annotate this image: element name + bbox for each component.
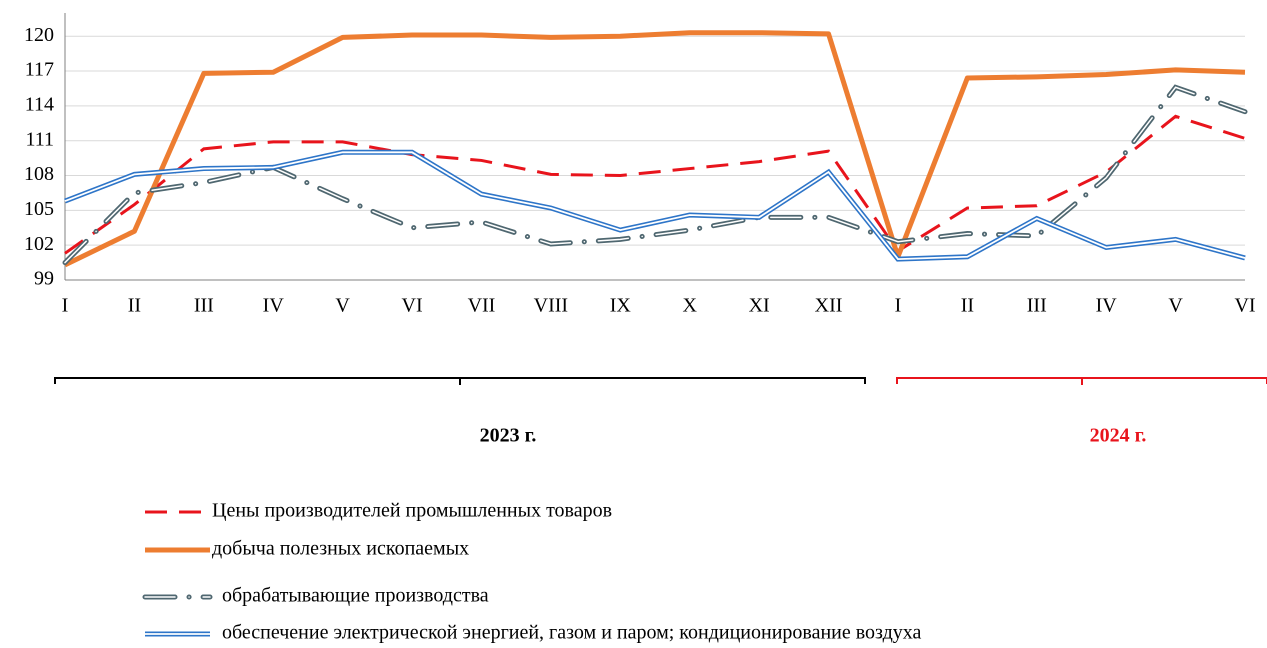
x-tick-label: VIII: [534, 295, 568, 317]
x-tick-label: X: [682, 295, 697, 317]
x-tick-label: I: [895, 295, 902, 317]
legend-label: добыча полезных ископаемых: [212, 538, 469, 560]
legend-label: обрабатывающие производства: [222, 585, 489, 607]
legend-label: Цены производителей промышленных товаров: [212, 500, 612, 522]
x-tick-label: XI: [749, 295, 770, 317]
y-tick-label: 117: [25, 59, 54, 81]
x-tick-label: III: [194, 295, 214, 317]
x-tick-label: XII: [815, 295, 843, 317]
x-tick-label: IV: [1096, 295, 1118, 317]
y-tick-label: 111: [25, 128, 54, 150]
line: [62, 84, 1248, 266]
x-tick-label: II: [961, 295, 974, 317]
x-tick-label: VI: [1234, 295, 1255, 317]
y-tick-label: 102: [24, 233, 54, 255]
group-label: 2023 г.: [480, 425, 537, 447]
y-tick-label: 120: [24, 24, 54, 46]
line: [63, 30, 1246, 268]
group-label: 2024 г.: [1090, 425, 1147, 447]
x-tick-label: VII: [468, 295, 496, 317]
legend-label: обеспечение электрической энергией, газо…: [222, 622, 921, 644]
x-tick-label: I: [62, 295, 69, 317]
x-tick-label: II: [128, 295, 141, 317]
x-tick-label: V: [1168, 295, 1183, 317]
x-tick-label: III: [1027, 295, 1047, 317]
x-tick-label: IV: [263, 295, 285, 317]
y-tick-label: 99: [34, 268, 54, 290]
x-tick-label: IX: [610, 295, 632, 317]
x-tick-label: VI: [402, 295, 423, 317]
group-bracket: [54, 377, 866, 385]
y-tick-label: 108: [24, 163, 54, 185]
line: [64, 114, 1246, 255]
y-tick-label: 105: [24, 198, 54, 220]
y-tick-label: 114: [25, 93, 54, 115]
line-inner: [64, 151, 1246, 261]
group-bracket: [896, 377, 1267, 385]
x-tick-label: V: [335, 295, 350, 317]
